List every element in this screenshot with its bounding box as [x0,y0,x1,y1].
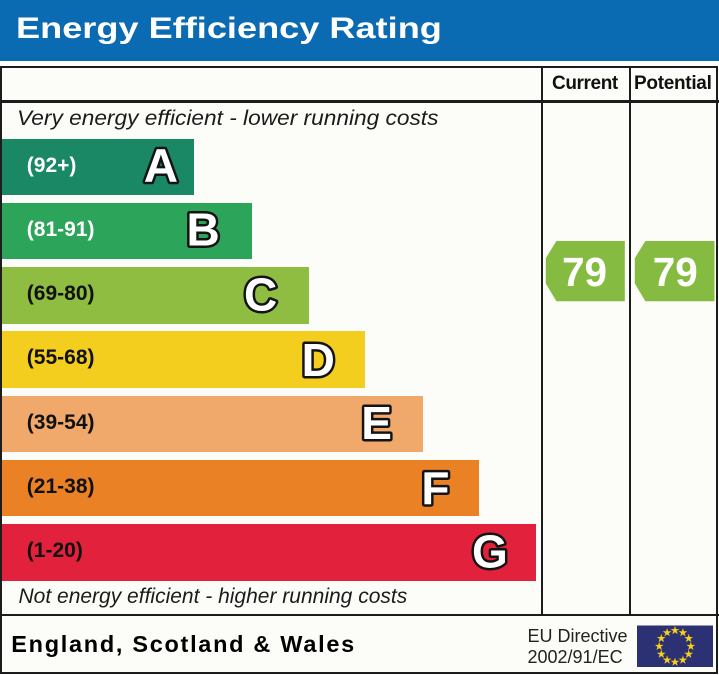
svg-text:A: A [144,140,178,193]
svg-text:G: G [472,526,508,578]
svg-text:D: D [302,334,335,386]
svg-text:F: F [421,462,449,514]
svg-text:79: 79 [653,249,698,295]
svg-text:79: 79 [562,249,607,295]
svg-text:C: C [244,269,277,321]
svg-text:B: B [187,204,220,256]
svg-text:E: E [361,397,392,449]
